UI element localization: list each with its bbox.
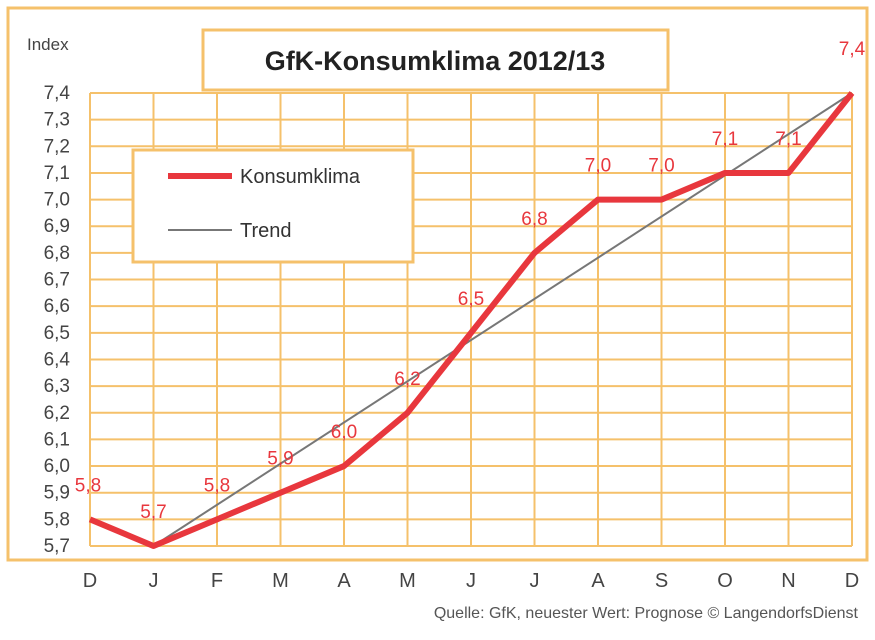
data-label: 5,8	[204, 475, 230, 496]
data-label: 7,4	[839, 39, 866, 60]
y-tick-label: 6,7	[44, 270, 70, 291]
x-tick-label: O	[717, 570, 733, 592]
data-label: 6,8	[521, 209, 547, 230]
y-axis: 5,7 5,8 5,9 6,0 6,1 6,2 6,3 6,4 6,5 6,6 6,7 6,8 6,9 7…	[44, 83, 71, 557]
data-label: 6,2	[394, 369, 420, 390]
x-tick-label: J	[149, 570, 159, 592]
grid	[6, 6, 869, 562]
y-tick-label: 7,4	[44, 83, 71, 104]
source-note: Quelle: GfK, neuester Wert: Prognose © L…	[434, 605, 859, 622]
y-tick-label: 5,7	[44, 536, 70, 557]
y-tick-label: 7,3	[44, 110, 70, 131]
data-label: 7,0	[585, 156, 611, 177]
y-tick-label: 6,4	[44, 349, 71, 370]
x-tick-label: M	[399, 570, 416, 592]
data-label: 5,7	[140, 502, 166, 523]
data-label: 7,1	[712, 129, 738, 150]
data-label: 7,1	[775, 129, 801, 150]
data-label: 5,8	[75, 475, 101, 496]
y-tick-label: 7,1	[44, 163, 70, 184]
legend: Konsumklima Trend	[131, 148, 415, 264]
x-tick-label: M	[272, 570, 289, 592]
series-layer	[88, 91, 855, 549]
series-line-konsumklima	[88, 91, 855, 549]
x-tick-label: F	[211, 570, 223, 592]
series-line-trend	[152, 92, 853, 547]
legend-label-trend: Trend	[240, 220, 292, 242]
chart-title: GfK-Konsumklima 2012/13	[265, 46, 606, 76]
y-tick-label: 6,6	[44, 296, 70, 317]
plot-frame	[6, 6, 869, 562]
data-label: 6,5	[458, 289, 484, 310]
data-label: 7,0	[648, 156, 674, 177]
y-tick-label: 6,8	[44, 243, 70, 264]
data-labels: 5,8 5,7 5,8 5,9 6,0 6,2 6,5 6,8 7,0 7,0 7,1 7,1 7,4	[75, 39, 866, 523]
legend-label-konsumklima: Konsumklima	[240, 166, 361, 188]
data-label: 5,9	[267, 449, 293, 470]
y-axis-label: Index	[27, 35, 69, 54]
x-tick-label: J	[530, 570, 540, 592]
x-tick-label: J	[466, 570, 476, 592]
y-tick-label: 6,3	[44, 376, 70, 397]
y-tick-label: 7,0	[44, 190, 70, 211]
y-tick-label: 6,2	[44, 403, 70, 424]
y-tick-label: 6,9	[44, 216, 70, 237]
data-label: 6,0	[331, 422, 357, 443]
y-tick-label: 7,2	[44, 136, 70, 157]
x-tick-label: D	[83, 570, 97, 592]
x-tick-label: N	[781, 570, 795, 592]
title-box: GfK-Konsumklima 2012/13	[201, 28, 670, 92]
x-tick-label: A	[591, 570, 605, 592]
y-tick-label: 6,5	[44, 323, 70, 344]
x-tick-label: D	[845, 570, 859, 592]
x-tick-label: S	[655, 570, 668, 592]
y-tick-label: 5,9	[44, 483, 70, 504]
y-tick-label: 6,1	[44, 429, 70, 450]
y-tick-label: 6,0	[44, 456, 70, 477]
x-tick-label: A	[337, 570, 351, 592]
y-tick-label: 5,8	[44, 509, 70, 530]
